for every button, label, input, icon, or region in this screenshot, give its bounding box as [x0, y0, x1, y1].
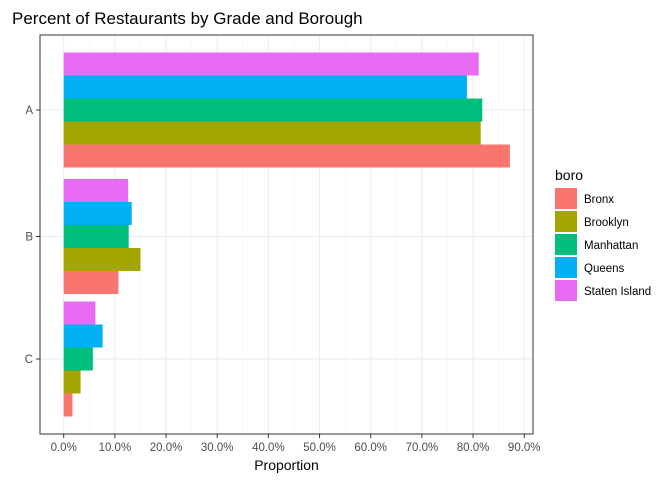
legend-key-manhattan — [555, 234, 577, 255]
x-tick-label: 60.0% — [354, 442, 387, 454]
y-tick-label: C — [25, 354, 33, 366]
bar-a-brooklyn — [63, 121, 481, 145]
y-axis: A B C — [25, 105, 40, 366]
bar-c-manhattan — [63, 347, 93, 371]
bar-a-staten-island — [63, 52, 479, 76]
bar-c-staten-island — [63, 301, 96, 325]
panel-border — [39, 34, 534, 435]
legend-key-brooklyn — [555, 211, 577, 232]
legend-label-staten-island: Staten Island — [584, 286, 651, 298]
bar-b-bronx — [63, 271, 119, 294]
y-tick-label: B — [25, 232, 33, 244]
bar-b-brooklyn — [63, 248, 141, 271]
x-axis: 0.0% 10.0% 20.0% 30.0% 40.0% 50.0% 60.0% 70.0% 8… — [51, 434, 541, 454]
legend-label-queens: Queens — [584, 263, 625, 275]
x-tick-label: 50.0% — [303, 442, 336, 454]
bar-a-bronx — [63, 144, 510, 168]
x-tick-label: 80.0% — [457, 442, 490, 454]
legend-label-bronx: Bronx — [584, 194, 614, 206]
legend-label-brooklyn: Brooklyn — [584, 217, 629, 229]
bar-a-queens — [63, 75, 467, 99]
legend-title: boro — [555, 167, 583, 183]
bar-b-manhattan — [63, 225, 129, 248]
legend-label-manhattan: Manhattan — [584, 240, 638, 252]
chart-title: Percent of Restaurants by Grade and Boro… — [12, 9, 363, 28]
legend-key-queens — [555, 257, 577, 278]
bar-b-staten-island — [63, 179, 129, 202]
bar-c-bronx — [63, 393, 73, 417]
legend: boro Bronx Brooklyn Manhattan Queens Staten … — [555, 167, 651, 301]
x-tick-label: 40.0% — [252, 442, 285, 454]
legend-key-staten-island — [555, 280, 577, 301]
bar-c-queens — [63, 324, 103, 348]
x-tick-label: 10.0% — [99, 442, 132, 454]
y-tick-label: A — [25, 105, 33, 117]
bar-a-manhattan — [63, 98, 483, 122]
x-tick-label: 90.0% — [508, 442, 541, 454]
bar-b-queens — [63, 202, 132, 225]
x-tick-label: 30.0% — [201, 442, 234, 454]
plot-area — [39, 34, 534, 435]
x-tick-label: 70.0% — [406, 442, 439, 454]
legend-key-bronx — [555, 188, 577, 209]
x-axis-title: Proportion — [254, 457, 319, 473]
bar-c-brooklyn — [63, 370, 81, 394]
x-tick-label: 0.0% — [51, 442, 77, 454]
x-tick-label: 20.0% — [150, 442, 183, 454]
